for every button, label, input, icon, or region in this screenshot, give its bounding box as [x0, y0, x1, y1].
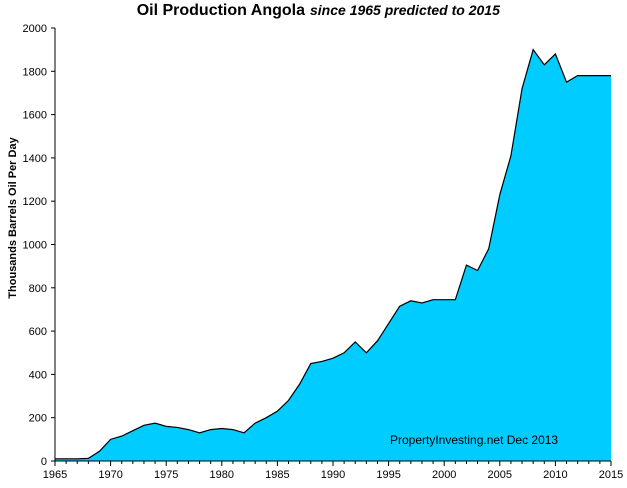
y-tick-label: 1000: [23, 240, 47, 252]
x-tick-label: 1965: [43, 469, 67, 481]
x-tick-label: 1970: [98, 469, 122, 481]
y-tick-label: 0: [41, 456, 47, 468]
chart-title: Oil Production Angola: [137, 2, 305, 19]
production-line: [55, 48, 611, 460]
x-ticks: 1965 1970 1975 1980 1985 1990 1995 2000 2005 2010…: [43, 461, 623, 481]
x-tick-label: 1990: [321, 469, 345, 481]
plot-area: [55, 48, 611, 462]
chart-subtitle: since 1965 predicted to 2015: [310, 2, 500, 18]
x-tick-label: 2010: [543, 469, 567, 481]
y-tick-label: 1600: [23, 110, 47, 122]
y-tick-label: 800: [29, 283, 47, 295]
y-tick-label: 1200: [23, 196, 47, 208]
x-tick-label: 2005: [488, 469, 512, 481]
y-axis-label: Thousands Barrels Oil Per Day: [7, 136, 19, 298]
y-tick-label: 400: [29, 369, 47, 381]
x-tick-label: 2000: [432, 469, 456, 481]
x-tick-label: 1985: [265, 469, 289, 481]
x-tick-label: 1980: [210, 469, 234, 481]
y-tick-label: 2000: [23, 23, 47, 35]
y-tick-label: 1400: [23, 153, 47, 165]
y-tick-label: 1800: [23, 66, 47, 78]
y-tick-label: 200: [29, 413, 47, 425]
axes: 0 200 400 600 800 1000 1200 1400 1600 1800 2000 19…: [23, 23, 624, 481]
x-tick-label: 1975: [154, 469, 178, 481]
y-tick-label: 600: [29, 326, 47, 338]
source-annotation: PropertyInvesting.net Dec 2013: [390, 433, 558, 447]
y-ticks: 0 200 400 600 800 1000 1200 1400 1600 1800 2000: [23, 23, 55, 468]
x-tick-label: 1995: [376, 469, 400, 481]
production-area: [55, 49, 611, 462]
x-tick-label: 2015: [599, 469, 623, 481]
